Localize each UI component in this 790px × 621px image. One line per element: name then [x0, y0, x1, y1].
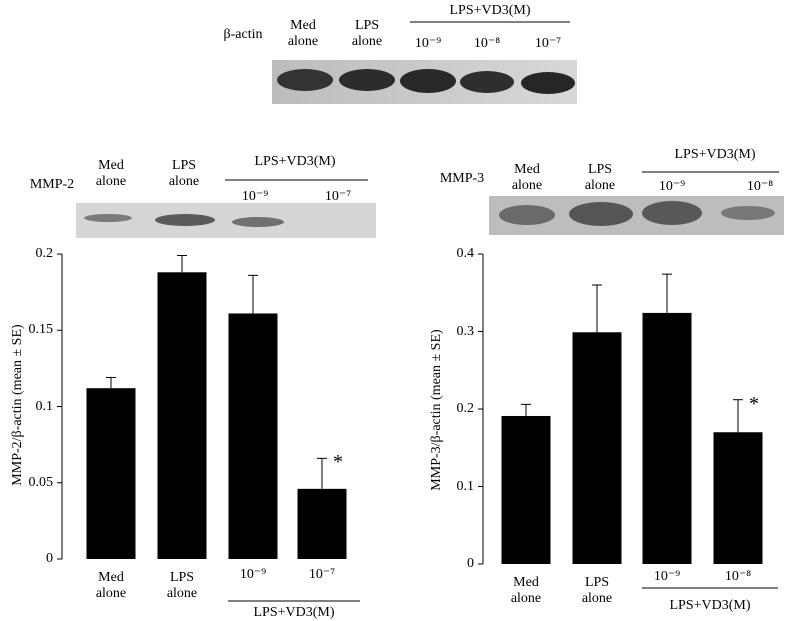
x-tick-label: 10⁻⁹ [239, 567, 267, 582]
y-tick-label: 0.2 [456, 401, 475, 416]
bar [297, 488, 347, 559]
lane-label: Med alone [95, 158, 127, 189]
lane-label: LPS alone [584, 162, 616, 193]
annotation: * [333, 451, 343, 474]
lane-label: LPS alone [351, 18, 383, 49]
x-tick-label: 10⁻⁹ [653, 569, 681, 584]
y-tick-label: 0.1 [35, 398, 54, 414]
bar [713, 432, 763, 564]
error-bar [317, 457, 327, 489]
lane-label: 10⁻⁸ [473, 36, 501, 51]
x-tick-label: Med alone [510, 575, 542, 606]
y-tick-label: 0.2 [35, 246, 54, 261]
group-label: LPS+VD3(M) [674, 147, 756, 162]
y-tick-label: 0.1 [456, 478, 475, 494]
error-bar [592, 284, 602, 333]
group-label: LPS+VD3(M) [449, 3, 531, 18]
bar [228, 313, 278, 559]
y-tick-label: 0 [467, 556, 474, 571]
mmp3-gel [489, 196, 784, 235]
y-axis-label: MMP-3/β-actin (mean ± SE) [429, 329, 444, 491]
error-bar [733, 399, 743, 433]
bar [86, 388, 136, 559]
blot-label: MMP-3 [439, 171, 485, 186]
x-tick-label: LPS alone [166, 570, 198, 601]
y-tick-label: 0.05 [28, 474, 54, 490]
bar [157, 272, 207, 559]
y-tick-label: 0 [46, 551, 53, 566]
bar [501, 415, 551, 564]
y-tick-label: 0.4 [456, 246, 475, 261]
lane-label: Med alone [511, 162, 543, 193]
bar [642, 312, 692, 564]
y-axis-label: MMP-2/β-actin (mean ± SE) [10, 324, 25, 486]
error-bar [248, 274, 258, 314]
lane-label: 10⁻⁹ [658, 179, 686, 194]
lane-label: 10⁻⁸ [746, 179, 774, 194]
y-tick-label: 0.3 [456, 323, 475, 339]
lane-label: LPS alone [168, 158, 200, 189]
x-tick-label: 10⁻⁸ [724, 569, 752, 584]
y-tick-label: 0.15 [28, 322, 54, 338]
lane-label: 10⁻⁷ [534, 36, 562, 51]
annotation: * [749, 392, 759, 415]
x-tick-label: 10⁻⁷ [308, 567, 336, 582]
group-label: LPS+VD3(M) [254, 154, 336, 169]
error-bar [662, 273, 672, 313]
mmp2-gel [76, 203, 376, 238]
error-bar [177, 255, 187, 273]
error-bar [521, 403, 531, 416]
lane-label: 10⁻⁷ [324, 189, 352, 204]
gel-lines [225, 21, 779, 181]
bar [572, 332, 622, 564]
beta-actin-gel [272, 60, 577, 104]
x-tick-label: Med alone [95, 570, 127, 601]
lane-label: 10⁻⁹ [414, 36, 442, 51]
lane-label: 10⁻⁹ [241, 189, 269, 204]
error-bar [106, 377, 116, 389]
group-label: LPS+VD3(M) [253, 605, 335, 620]
lane-label: Med alone [287, 18, 319, 49]
blot-label: β-actin [223, 27, 263, 42]
group-label: LPS+VD3(M) [669, 598, 751, 613]
x-tick-label: LPS alone [581, 575, 613, 606]
blot-label: MMP-2 [29, 177, 75, 192]
